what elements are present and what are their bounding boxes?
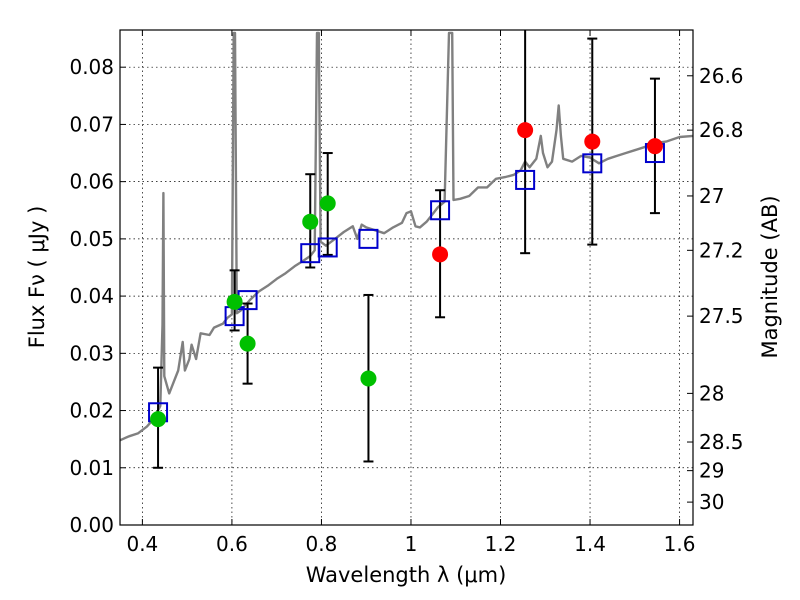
grid-lines	[120, 30, 693, 526]
magnitude-tick-label: 27.2	[699, 238, 744, 262]
x-tick-label: 0.6	[216, 532, 248, 556]
optical-flux-point	[360, 370, 377, 387]
magnitude-tick-label: 26.6	[699, 64, 744, 88]
model-spectrum-line	[119, 31, 694, 442]
optical-flux-point	[319, 195, 336, 212]
x-axis-label: Wavelength λ (μm)	[306, 563, 507, 587]
y-tick-label: 0.08	[69, 55, 114, 79]
x-tick-label: 1.4	[574, 532, 606, 556]
y-tick-label: 0.04	[69, 284, 114, 308]
model-photometry-square	[358, 228, 379, 249]
y-tick-label: 0.00	[69, 513, 114, 537]
magnitude-tick-label: 28	[699, 381, 724, 405]
error-bars	[153, 30, 660, 469]
y-tick-label: 0.03	[69, 341, 114, 365]
axis-ticks: 0.4 0.6 0.8 1 1.2 1.4 1.6 0.00 0.01 0.02 0.03 0.04 0…	[69, 30, 744, 556]
magnitude-tick-label: 30	[699, 490, 724, 514]
magnitude-tick-label: 26.8	[699, 118, 744, 142]
model-photometry-square	[317, 237, 338, 258]
model-spectrum	[119, 31, 694, 442]
plot-frame	[119, 29, 694, 526]
x-tick-label: 0.4	[126, 532, 158, 556]
model-photometry-square	[515, 169, 536, 190]
magnitude-tick-label: 29	[699, 459, 724, 483]
x-tick-label: 1.6	[664, 532, 696, 556]
y-axis-label-right: Magnitude (AB)	[758, 195, 782, 358]
optical-flux-point	[302, 213, 319, 230]
y-tick-label: 0.02	[69, 399, 114, 423]
x-tick-label: 1	[405, 532, 418, 556]
y-tick-label: 0.06	[69, 170, 114, 194]
nir-flux-point	[517, 122, 534, 139]
x-tick-label: 1.2	[485, 532, 517, 556]
magnitude-tick-label: 27.5	[699, 304, 744, 328]
magnitude-tick-label: 27	[699, 184, 724, 208]
model-photometry-square	[430, 200, 451, 221]
x-tick-label: 0.8	[306, 532, 338, 556]
nir-flux-point	[584, 133, 601, 150]
model-photometry-square	[582, 153, 603, 174]
optical-flux-point	[239, 335, 256, 352]
y-axis-label: Flux Fν ( μJy )	[25, 206, 49, 349]
magnitude-tick-label: 28.5	[699, 430, 744, 454]
optical-flux-point	[150, 411, 167, 428]
y-tick-label: 0.07	[69, 112, 114, 136]
optical-flux-point	[226, 293, 243, 310]
nir-flux-point	[432, 246, 449, 263]
nir-flux-point	[646, 138, 663, 155]
y-tick-label: 0.01	[69, 456, 114, 480]
data-points	[148, 122, 665, 428]
y-tick-label: 0.05	[69, 227, 114, 251]
